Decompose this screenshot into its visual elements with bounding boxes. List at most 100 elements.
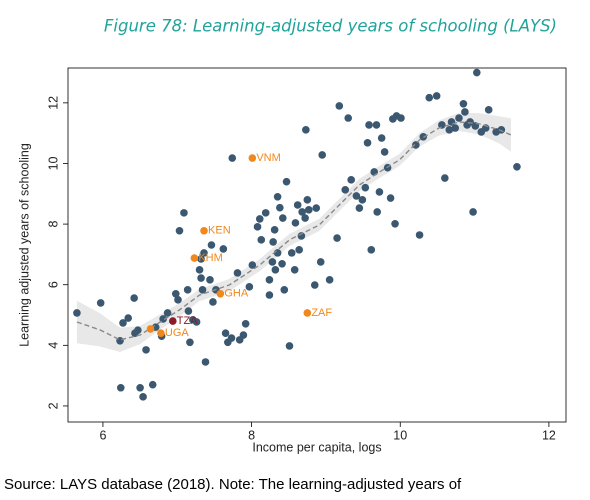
data-point <box>273 193 282 201</box>
highlighted-point <box>190 254 199 262</box>
data-point <box>197 274 205 282</box>
data-point <box>310 281 319 289</box>
data-point <box>184 307 193 315</box>
data-point <box>341 186 350 194</box>
data-point <box>136 383 144 392</box>
data-point <box>253 223 262 231</box>
data-point <box>245 283 254 291</box>
data-point <box>142 346 150 354</box>
source-note: Source: LAYS database (2018). Note: The … <box>4 476 462 493</box>
data-point <box>96 299 105 307</box>
data-point <box>278 259 286 268</box>
data-point <box>257 236 266 244</box>
highlighted-point <box>169 317 177 325</box>
data-point <box>139 393 147 401</box>
data-point <box>148 380 157 389</box>
data-point <box>219 245 228 253</box>
data-point <box>375 188 384 196</box>
data-point <box>255 215 264 223</box>
data-point <box>171 289 180 298</box>
data-point <box>432 92 441 100</box>
data-point <box>227 334 236 342</box>
data-point <box>305 206 313 214</box>
data-point <box>200 249 208 257</box>
point-label: GHA <box>224 288 249 300</box>
data-point <box>459 99 468 108</box>
data-point <box>183 286 192 294</box>
data-point <box>373 208 382 216</box>
data-point <box>130 294 138 302</box>
highlighted-point <box>248 154 257 162</box>
data-point <box>301 214 309 222</box>
data-point <box>207 241 216 249</box>
point-label: VNM <box>256 152 280 164</box>
data-point <box>116 383 125 392</box>
data-point <box>484 106 493 114</box>
y-tick-label: 8 <box>46 221 60 228</box>
data-point <box>358 196 367 204</box>
data-point <box>270 226 279 234</box>
highlighted-point <box>157 329 165 337</box>
data-point <box>412 141 420 149</box>
data-point <box>269 238 277 246</box>
data-point <box>445 126 454 134</box>
data-point <box>197 255 205 263</box>
data-point <box>209 298 217 306</box>
point-label: UGA <box>165 327 190 339</box>
data-point <box>347 176 355 184</box>
y-tick-label: 10 <box>46 156 60 170</box>
data-point <box>290 266 299 274</box>
data-point <box>497 126 506 134</box>
confidence-band <box>76 112 511 352</box>
point-label: ZAF <box>311 307 332 319</box>
data-point <box>316 258 325 266</box>
data-point <box>261 209 270 217</box>
x-tick-label: 6 <box>99 428 106 442</box>
data-point <box>377 134 386 142</box>
highlighted-point <box>146 325 155 333</box>
data-point <box>265 276 274 284</box>
data-point <box>291 219 300 227</box>
x-tick-label: 10 <box>393 428 407 442</box>
data-point <box>297 232 306 240</box>
data-point <box>73 309 81 317</box>
data-point <box>265 291 274 299</box>
data-point <box>248 261 257 269</box>
data-point <box>335 102 344 110</box>
data-point <box>438 121 446 129</box>
data-point <box>344 114 353 122</box>
y-tick-label: 4 <box>46 342 60 349</box>
data-point <box>280 286 289 294</box>
data-point <box>386 194 395 202</box>
data-point <box>268 258 277 266</box>
data-point <box>455 114 463 122</box>
data-point <box>391 219 399 228</box>
data-point <box>195 266 204 274</box>
data-point <box>365 121 373 129</box>
data-point <box>163 309 172 317</box>
data-point <box>282 177 291 186</box>
data-point <box>513 163 521 171</box>
data-point <box>352 192 361 200</box>
data-point <box>318 151 327 159</box>
data-point <box>198 286 207 294</box>
data-point <box>206 276 214 284</box>
data-point <box>451 124 460 132</box>
data-point <box>228 154 237 162</box>
data-point <box>325 276 334 284</box>
data-point <box>285 342 294 350</box>
x-tick-label: 12 <box>542 428 556 442</box>
fit-line <box>76 121 512 341</box>
data-point <box>239 331 248 339</box>
data-point <box>466 118 474 126</box>
data-point <box>233 269 242 277</box>
data-point <box>372 121 381 129</box>
data-point <box>295 246 303 254</box>
data-point <box>302 126 310 134</box>
data-point <box>415 231 424 239</box>
data-point <box>367 246 376 254</box>
point-label: TZA <box>177 315 198 327</box>
data-point <box>303 196 312 204</box>
data-point <box>279 214 287 222</box>
